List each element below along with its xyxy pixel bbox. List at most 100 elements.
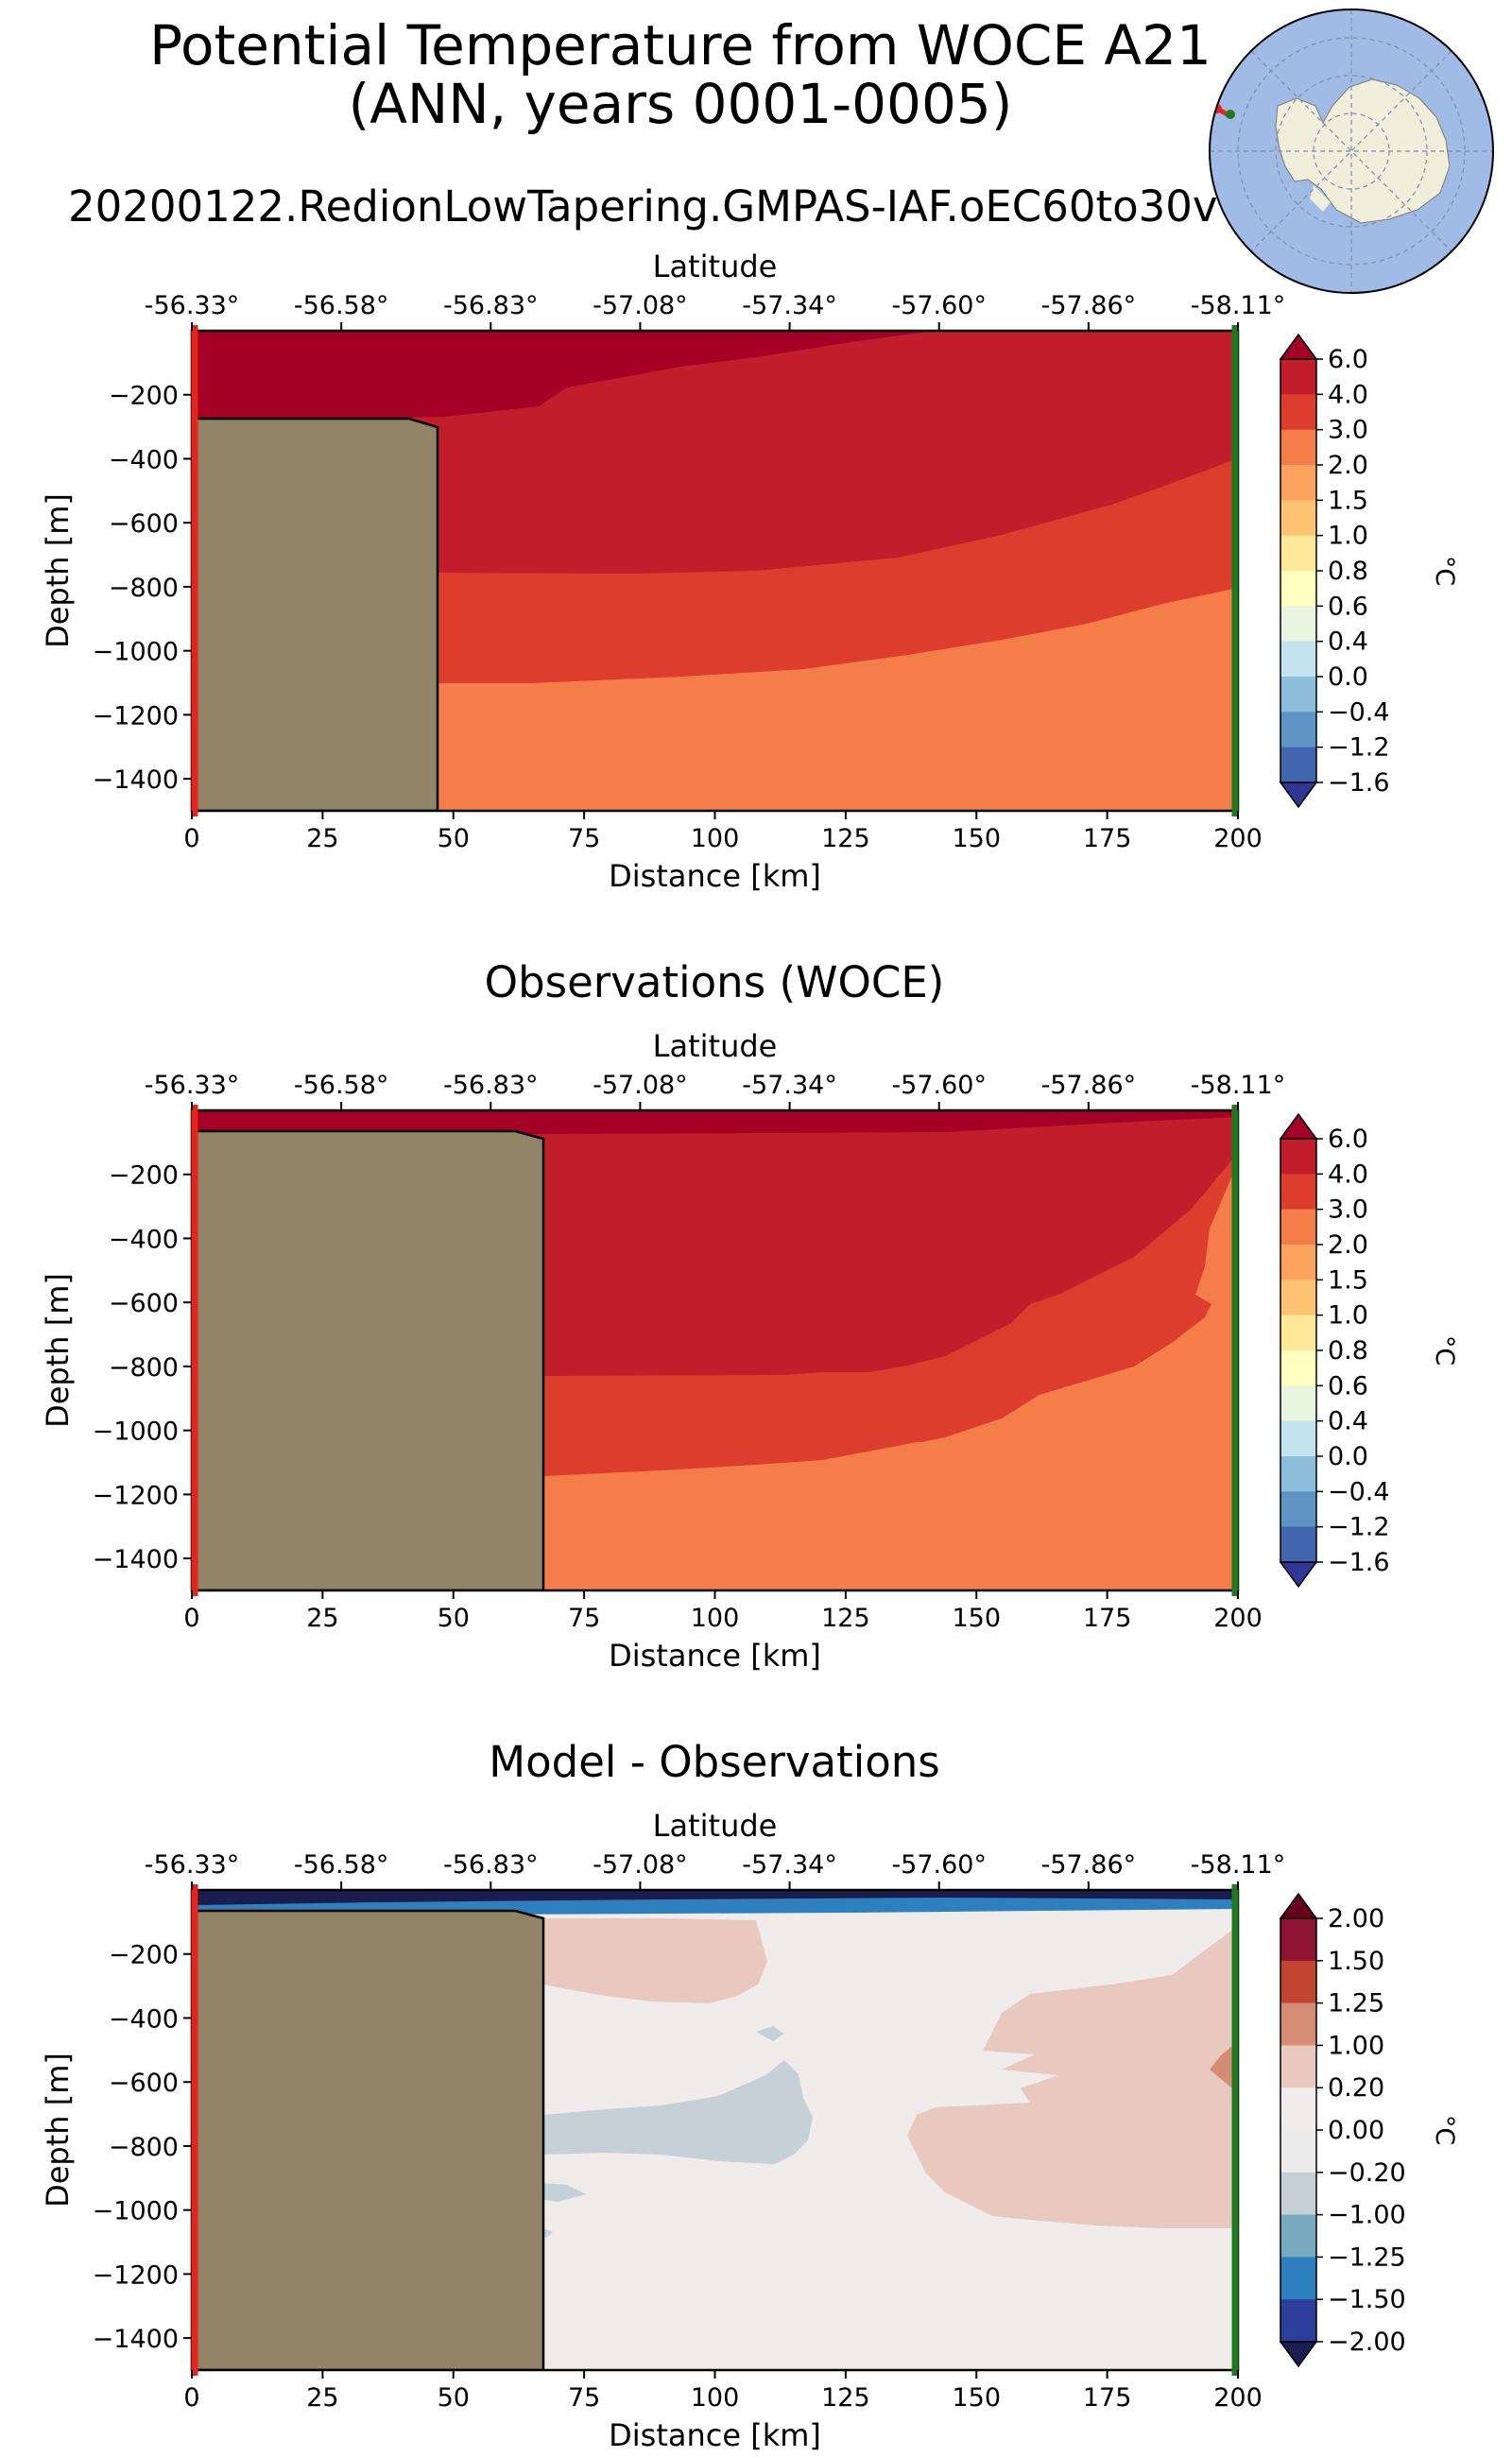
y-tick-label: −1400 [93,1545,179,1574]
colorbar-tick-label: 0.0 [1328,662,1368,692]
colorbar-tick-label: 4.0 [1328,380,1368,409]
colorbar-tick-label: 1.50 [1328,1947,1384,1976]
colorbar-extend-bottom [1279,782,1318,809]
colorbar-segment [1280,535,1316,572]
latitude-tick-label: -56.33° [145,1850,240,1880]
y-tick-label: −1200 [93,1481,179,1510]
colorbar-segment [1280,1139,1316,1175]
model-region-orange-lower-boundary [192,588,1238,811]
colorbar-segment [1280,1209,1316,1246]
latitude-axis-label: Latitude [653,1028,778,1064]
y-tick-label: −1000 [93,638,179,667]
colorbar-tick-label: −1.6 [1328,768,1390,798]
x-tick-label: 100 [691,2383,740,2413]
panel-model-contours [192,331,1238,811]
bathymetry-difference [192,1909,545,2370]
latitude-tick-label: -57.60° [891,1850,987,1880]
colorbar-segment [1280,1280,1316,1316]
colorbar-segment [1280,2130,1316,2174]
inset-map-ice-shelf [1310,185,1331,212]
latitude-axis-label: Latitude [653,249,778,284]
x-tick-label: 25 [306,824,338,853]
x-tick-label: 0 [183,1604,199,1633]
colorbar-tick-label: −0.4 [1328,697,1390,727]
colorbar-label: °C [1430,1335,1459,1366]
y-tick-label: −1400 [93,765,179,795]
x-tick-label: 50 [438,1604,470,1633]
x-tick-label: 0 [183,824,199,853]
x-tick-label: 150 [952,824,1001,853]
panel-difference-colorbar: 2.00 1.50 1.25 1.00 0.20 0.00 −0.20 −1.00 −1.25 −… [1279,1892,1459,2368]
y-tick-label: −200 [109,1941,179,1970]
colorbar-segment [1280,1918,1316,1962]
colorbar-tick-label: 4.0 [1328,1160,1368,1189]
colorbar-segment [1280,1960,1316,2004]
x-tick-label: 75 [568,1604,600,1633]
colorbar-segment [1280,394,1316,431]
colorbar-segment [1280,2257,1316,2300]
x-tick-label: 150 [952,2383,1001,2413]
x-tick-label: 25 [306,2383,338,2413]
colorbar-tick-label: 0.6 [1328,592,1368,621]
x-axis-label: Distance [km] [609,2417,821,2453]
colorbar-tick-label: 1.5 [1328,1265,1368,1295]
y-axis-label: Depth [m] [40,1273,76,1428]
colorbar-tick-label: 1.0 [1328,522,1368,551]
panel-difference-axes: 0 25 50 75 100 125 150 175 200 −200 −400 −600 −800 −1… [40,1808,1285,2453]
colorbar-extend-top [1279,333,1318,360]
x-tick-label: 50 [438,2383,470,2413]
observations-title: Observations (WOCE) [485,957,945,1007]
colorbar-segment [1280,606,1316,643]
colorbar-segment [1280,2214,1316,2258]
figure-title-line1: Potential Temperature from WOCE A21 [149,13,1211,77]
colorbar-tick-label: −1.2 [1328,733,1390,763]
latitude-tick-label: -58.11° [1191,1850,1286,1880]
colorbar-tick-label: 3.0 [1328,1195,1368,1225]
colorbar-tick-label: −1.6 [1328,1548,1390,1577]
x-tick-label: 125 [821,824,870,853]
colorbar-tick-label: −0.20 [1328,2158,1406,2188]
latitude-tick-label: -56.83° [443,291,539,320]
inset-map-end-dot [1226,110,1235,119]
panel-difference-contours [192,1890,1238,2370]
model-region-red-lower-fix [438,460,1238,683]
latitude-tick-label: -56.58° [294,1071,389,1100]
x-tick-label: 50 [438,824,470,853]
y-tick-label: −800 [109,2133,179,2162]
y-tick-label: −1000 [93,2197,179,2226]
panel-model-colorbar: 6.0 4.0 3.0 2.0 1.5 1.0 0.8 0.6 0.4 0.0 −0.4 −1.2 −1… [1279,333,1459,809]
x-tick-label: 150 [952,1604,1001,1633]
colorbar-extend-top [1279,1892,1318,1919]
colorbar-label: °C [1430,556,1459,586]
y-tick-label: −800 [109,1353,179,1383]
colorbar-tick-label: −1.2 [1328,1513,1390,1542]
colorbar-tick-label: 0.4 [1328,627,1368,657]
colorbar-segment [1280,747,1316,783]
colorbar-tick-label: 6.0 [1328,345,1368,374]
y-tick-label: −600 [109,2069,179,2098]
bathymetry-model [192,417,439,811]
colorbar-segment [1280,1245,1316,1280]
colorbar-tick-label: 0.6 [1328,1371,1368,1400]
panel-model: 0 25 50 75 100 125 150 175 200 −200 −400 −600 −800 −1… [40,249,1459,894]
y-tick-label: −600 [109,1289,179,1318]
colorbar-label: °C [1430,2115,1459,2145]
latitude-tick-label: -56.33° [145,1071,240,1100]
inset-map-border [1209,9,1494,294]
latitude-tick-label: -57.08° [593,291,688,320]
x-tick-label: 200 [1213,2383,1263,2413]
y-tick-label: −200 [109,382,179,411]
x-tick-label: 75 [568,2383,600,2413]
colorbar-tick-label: 1.5 [1328,486,1368,515]
latitude-tick-label: -56.83° [443,1850,539,1880]
x-tick-label: 125 [821,1604,870,1633]
y-tick-label: −200 [109,1161,179,1191]
diff-region-blue-grey-lower [543,2183,586,2202]
x-tick-label: 175 [1083,2383,1132,2413]
x-axis-label: Distance [km] [609,1638,821,1674]
colorbar-tick-label: 0.8 [1328,1336,1368,1366]
colorbar-tick-label: −2.00 [1328,2328,1406,2357]
panel-observations-axes: 0 25 50 75 100 125 150 175 200 −200 −400 −600 −800 −1… [40,1028,1285,1674]
panel-model-axes: 0 25 50 75 100 125 150 175 200 −200 −400 −600 −800 −1… [40,249,1285,894]
y-tick-label: −800 [109,574,179,603]
